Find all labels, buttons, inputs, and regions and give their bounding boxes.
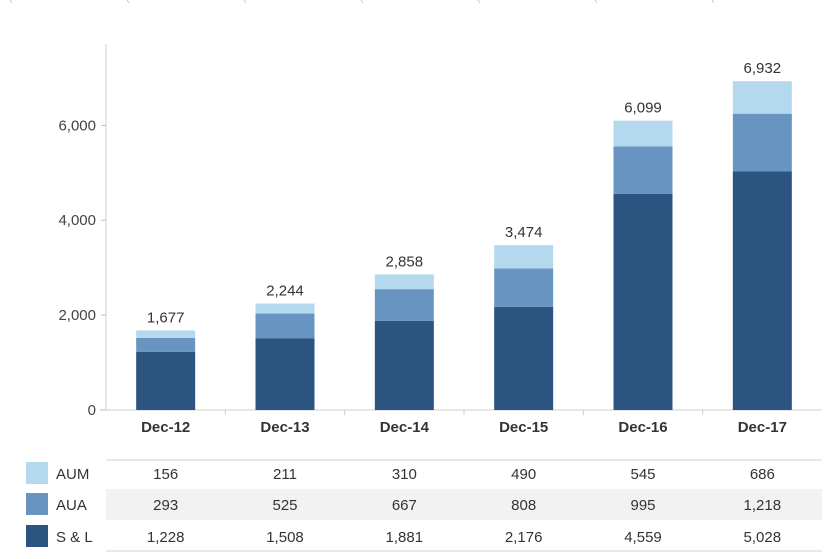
data-table-cell: 4,559 — [624, 529, 662, 546]
data-table-cell: 211 — [273, 466, 297, 483]
data-table-cell: 490 — [511, 466, 536, 483]
bar-segment-aum — [613, 120, 673, 147]
bar-segment-sl — [732, 171, 792, 410]
bar-segment-aum — [255, 303, 315, 314]
bar-segment-aua — [136, 337, 196, 352]
data-table-cell: 293 — [153, 497, 178, 514]
bar-total-label: 3,474 — [505, 224, 543, 241]
bar-segment-aum — [136, 330, 196, 338]
bar-segment-aua — [494, 268, 554, 307]
x-category-label: Dec-13 — [260, 419, 309, 436]
bar-segment-aum — [732, 81, 792, 114]
bar-segment-aua — [255, 313, 315, 339]
data-table-row-band — [106, 489, 822, 520]
data-table-cell: 995 — [630, 497, 655, 514]
data-table-row-label: AUA — [56, 497, 87, 514]
data-table-row-label: AUM — [56, 466, 89, 483]
bar-total-label: 6,099 — [624, 100, 662, 117]
data-table-cell: 1,508 — [266, 529, 304, 546]
bar-segment-sl — [613, 193, 673, 410]
data-table-cell: 545 — [630, 466, 655, 483]
top-edge-mark — [360, 0, 364, 4]
bar-segment-aua — [613, 146, 673, 194]
x-category-label: Dec-15 — [499, 419, 548, 436]
y-tick-label: 2,000 — [58, 307, 96, 324]
data-table-row-label: S & L — [56, 529, 93, 546]
bar-segment-aua — [374, 289, 434, 321]
x-category-label: Dec-17 — [738, 419, 787, 436]
data-table-cell: 667 — [392, 497, 417, 514]
data-table-cell: 1,228 — [147, 529, 185, 546]
legend-swatch — [26, 493, 48, 515]
data-table-cell: 686 — [750, 466, 775, 483]
top-edge-mark — [243, 0, 247, 4]
y-tick-label: 6,000 — [58, 117, 96, 134]
top-edge-mark — [594, 0, 598, 4]
data-table-cell: 525 — [272, 497, 297, 514]
bar-total-label: 6,932 — [744, 60, 782, 77]
top-edge-mark — [711, 0, 715, 4]
top-edge-mark — [9, 0, 13, 4]
data-table-cell: 808 — [511, 497, 536, 514]
bar-segment-aum — [374, 274, 434, 290]
data-table-cell: 2,176 — [505, 529, 543, 546]
data-table-cell: 1,881 — [386, 529, 424, 546]
bar-segment-sl — [255, 338, 315, 410]
bar-total-label: 1,677 — [147, 309, 185, 326]
top-edge-mark — [477, 0, 481, 4]
bar-segment-sl — [374, 320, 434, 410]
bar-segment-aum — [494, 245, 554, 269]
data-table-cell: 1,218 — [744, 497, 782, 514]
bar-total-label: 2,244 — [266, 283, 304, 300]
y-tick-label: 4,000 — [58, 212, 96, 229]
bar-segment-sl — [494, 306, 554, 410]
data-table-cell: 310 — [392, 466, 417, 483]
bar-segment-sl — [136, 351, 196, 410]
bar-total-label: 2,858 — [386, 253, 424, 270]
x-category-label: Dec-16 — [618, 419, 667, 436]
bar-segment-aua — [732, 113, 792, 172]
y-tick-label: 0 — [88, 402, 96, 419]
data-table-cell: 156 — [153, 466, 178, 483]
data-table-cell: 5,028 — [744, 529, 782, 546]
x-category-label: Dec-14 — [380, 419, 430, 436]
legend-swatch — [26, 525, 48, 547]
x-category-label: Dec-12 — [141, 419, 190, 436]
legend-swatch — [26, 462, 48, 484]
top-edge-mark — [126, 0, 130, 4]
